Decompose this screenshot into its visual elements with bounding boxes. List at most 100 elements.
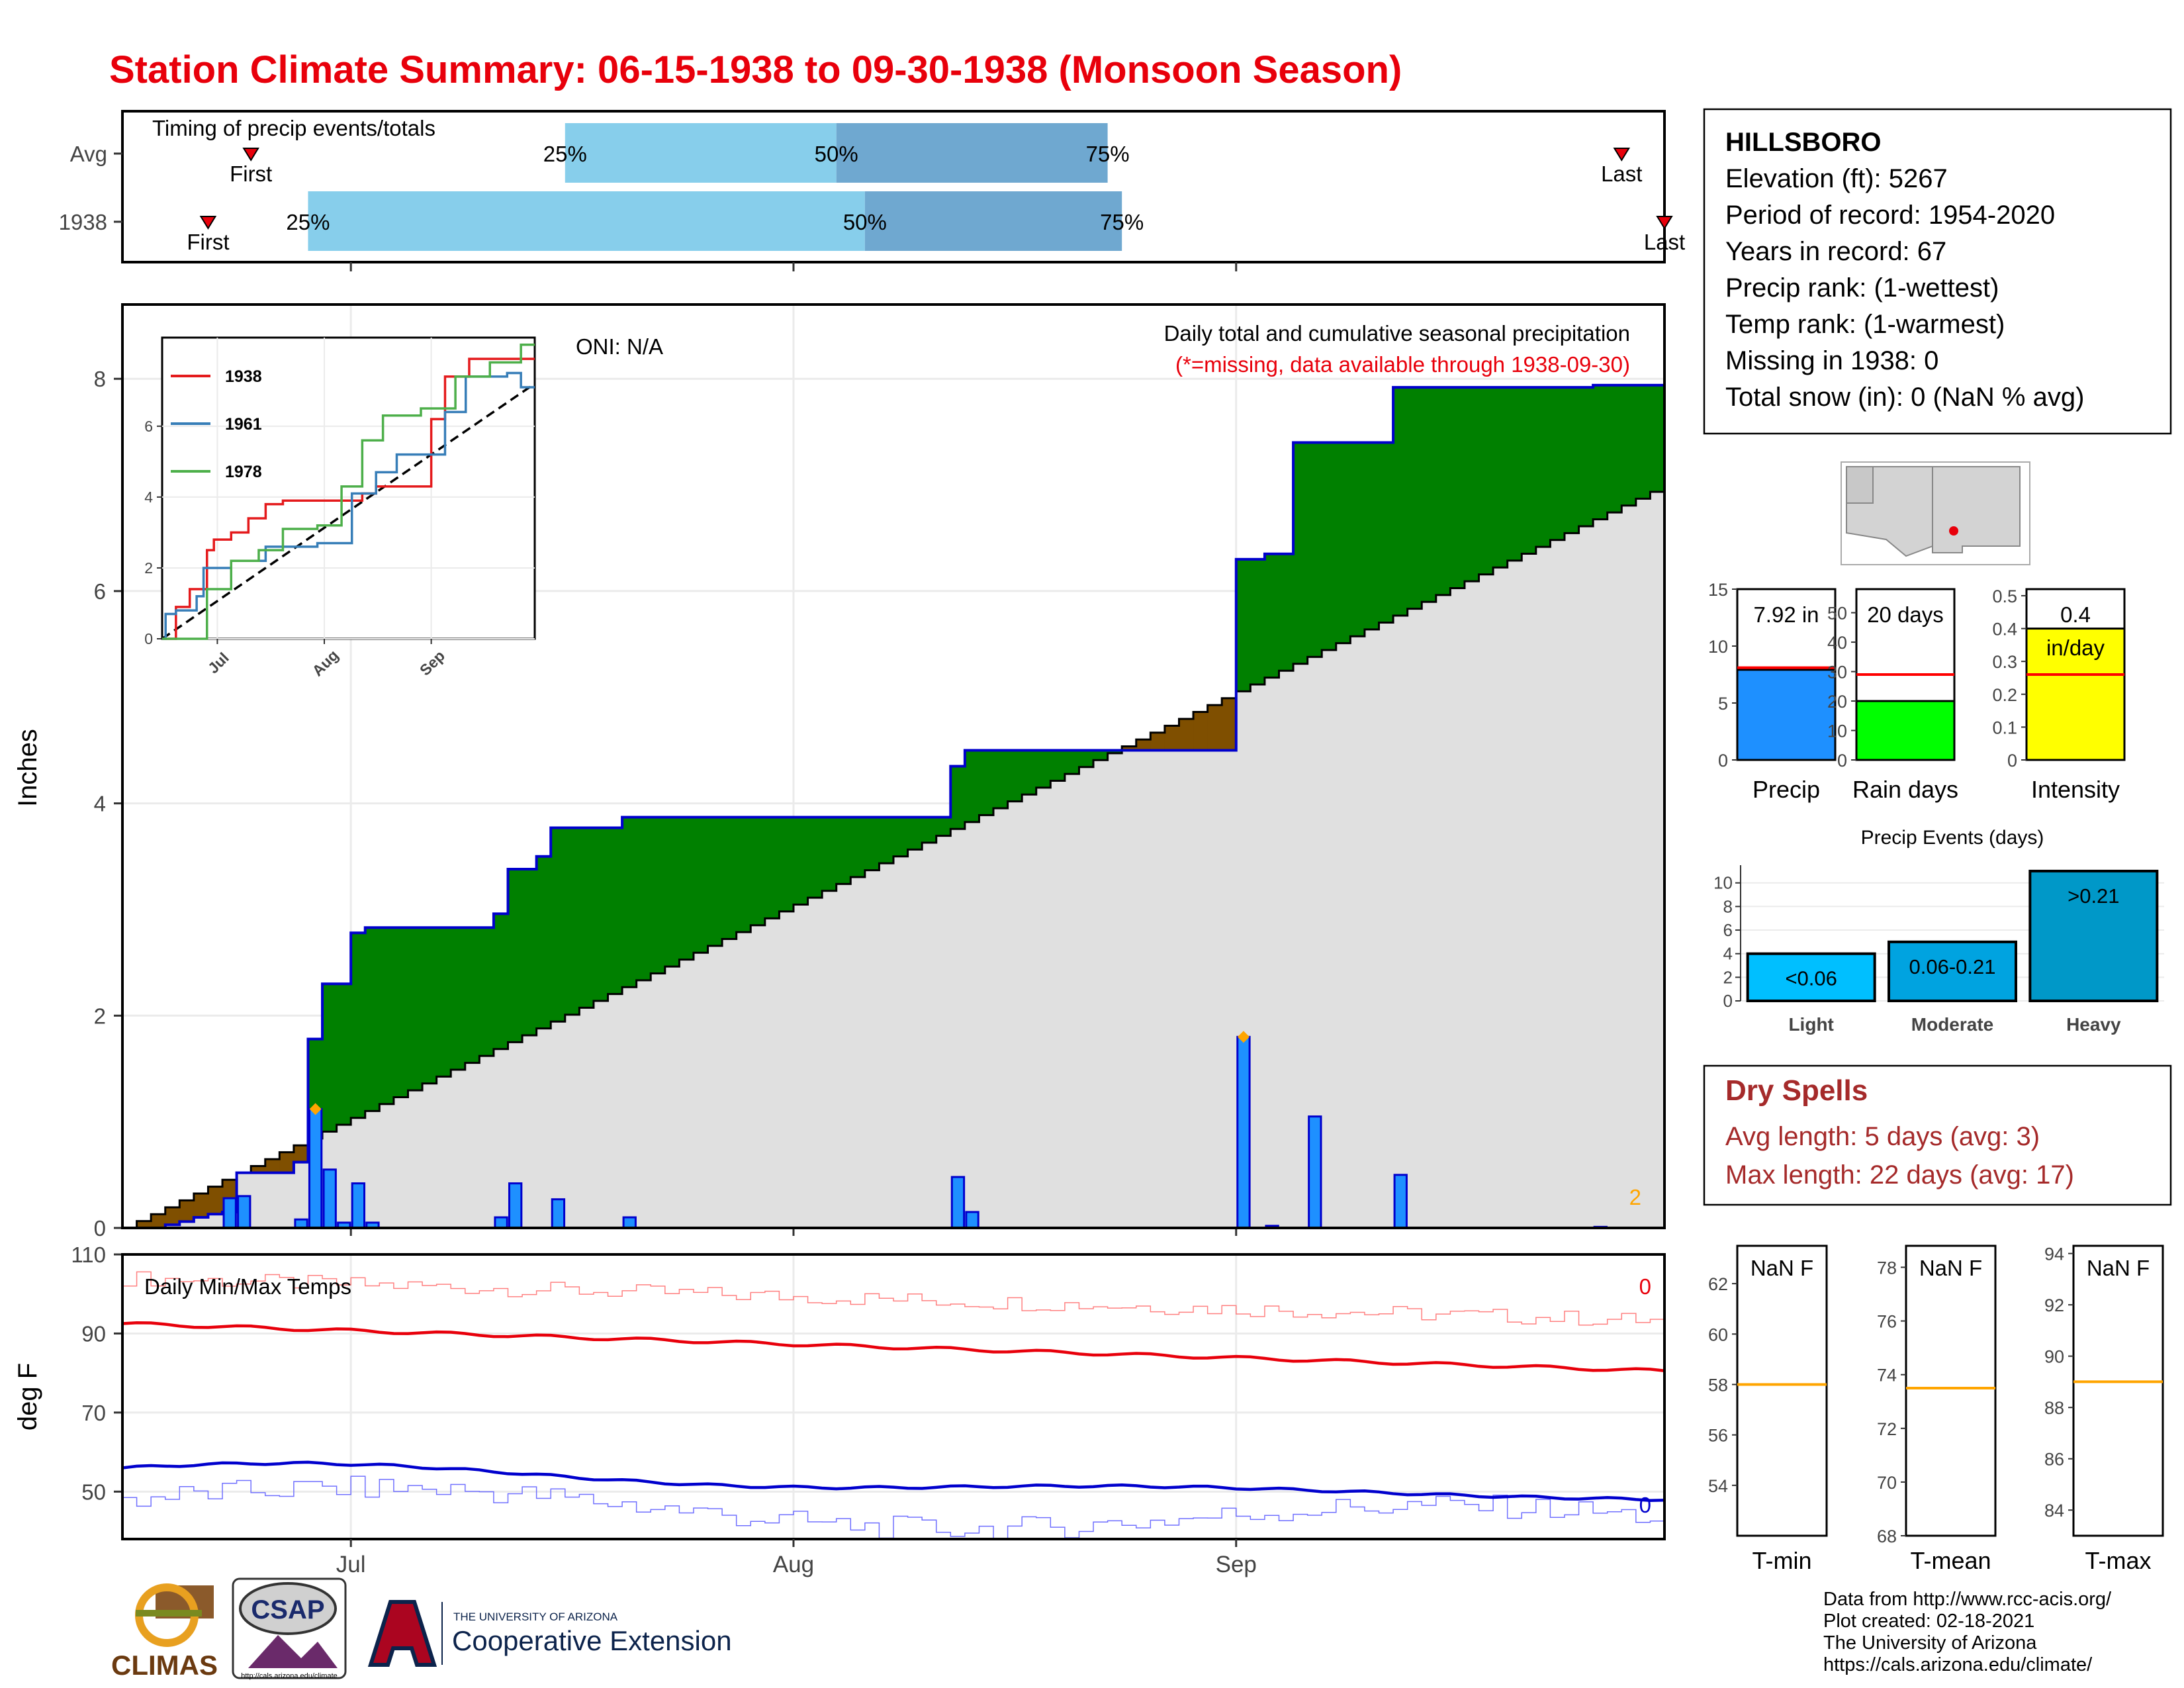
daily-precip-bar <box>508 1182 523 1229</box>
above-average-area <box>1264 553 1280 678</box>
timing-p25-label: 25% <box>543 142 587 166</box>
heavy-precip-marker <box>1237 1031 1250 1043</box>
temp-panel-frame <box>121 1253 1666 1540</box>
above-average-area <box>422 927 437 1084</box>
temp-gauge-category-label: T-mean <box>1910 1547 1991 1574</box>
temp-gauge-y-tick-label: 84 <box>2044 1501 2064 1521</box>
station-period: Period of record: 1954-2020 <box>1725 201 2056 230</box>
above-average-area <box>893 817 909 857</box>
station-info: HILLSBORO Elevation (ft): 5267 Period of… <box>1725 124 2162 416</box>
above-average-area <box>1650 385 1665 492</box>
temp-y-axis-label: deg F <box>13 1363 42 1430</box>
above-average-area <box>807 817 823 898</box>
above-average-area <box>1250 559 1265 684</box>
inset-series-1978 <box>162 343 535 640</box>
temp-gauge-y-tick-label: 72 <box>1877 1419 1897 1439</box>
daily-precip-bar <box>494 1216 508 1229</box>
timing-bar-50-75 <box>836 123 1108 183</box>
below-average-area <box>193 1194 209 1217</box>
events-bar-Moderate <box>1888 940 2017 1002</box>
page-title: Station Climate Summary: 06-15-1938 to 0… <box>109 48 1402 91</box>
timing-panel-title: Timing of precip events/totals <box>152 116 435 140</box>
timing-p75-label: 75% <box>1100 210 1144 234</box>
temp-gauge-y-tick-label: 56 <box>1708 1426 1728 1446</box>
temp-chart-title: Daily Min/Max Temps <box>144 1274 351 1299</box>
events-bar-label: 0.06-0.21 <box>1909 955 1996 978</box>
events-y-tick-label: 8 <box>1723 896 1733 916</box>
temp-gauge-value-label: NaN F <box>1751 1256 1813 1280</box>
temp-y-tick-label: 70 <box>81 1401 106 1425</box>
gauge-value-label: 20 days <box>1867 602 1944 627</box>
above-average-area <box>1279 553 1294 671</box>
daily-precip-bar <box>222 1197 237 1229</box>
events-y-tick-label: 0 <box>1723 991 1733 1011</box>
footer-url: https://cals.arizona.edu/climate/ <box>1823 1654 2093 1675</box>
gauge-y-tick-label: 50 <box>1827 604 1847 624</box>
cumulative-1938-line <box>122 383 1664 1229</box>
precip-chart-subtitle: (*=missing, data available through 1938-… <box>1175 352 1630 377</box>
events-bar-label: <0.06 <box>1785 967 1837 990</box>
above-average-area <box>1079 750 1094 767</box>
gauge-y-tick-label: 30 <box>1827 663 1847 682</box>
above-average-area <box>1564 387 1580 534</box>
above-average-area <box>693 817 709 953</box>
timing-bar-25-50 <box>565 123 837 183</box>
above-average-area <box>722 817 737 939</box>
above-average-area <box>950 766 966 829</box>
temp-gauge-y-tick-label: 62 <box>1708 1274 1728 1294</box>
station-snow: Total snow (in): 0 (NaN % avg) <box>1725 383 2085 412</box>
footer-plot-created: Plot created: 02-18-2021 <box>1823 1611 2034 1632</box>
climas-leaf-icon <box>136 1610 202 1617</box>
temp-gauge-frame <box>2072 1244 2164 1537</box>
above-average-area <box>1050 750 1066 781</box>
ua-logo-small-text: THE UNIVERSITY OF ARIZONA <box>453 1611 618 1623</box>
temp-gauge-y-tick-label: 86 <box>2044 1450 2064 1470</box>
above-average-area <box>864 817 880 870</box>
above-average-area <box>822 817 837 891</box>
gauge-y-tick-label: 0.1 <box>1992 718 2017 737</box>
gauge-y-tick-label: 10 <box>1827 722 1847 741</box>
avg-min-temp-line <box>122 1460 1665 1503</box>
above-average-area <box>351 933 366 1118</box>
ua-logo-big-text: Cooperative Extension <box>452 1625 732 1656</box>
timing-row-label: Avg <box>70 142 107 166</box>
above-average-area <box>636 817 651 980</box>
heavy-precip-marker <box>309 1103 322 1115</box>
daily-precip-bar <box>1393 1174 1408 1229</box>
station-location-dot <box>1949 526 1958 536</box>
station-precip-rank: Precip rank: (1-wettest) <box>1725 273 1999 303</box>
temp-gauge-y-tick-label: 68 <box>1877 1526 1897 1546</box>
daily-precip-bar <box>1236 1035 1251 1229</box>
below-average-area <box>165 1207 180 1225</box>
above-average-area <box>1022 750 1037 795</box>
footer-data-source: Data from http://www.rcc-acis.org/ <box>1823 1589 2112 1610</box>
station-missing: Missing in 1938: 0 <box>1725 346 1939 375</box>
below-average-area <box>265 1159 280 1173</box>
above-average-area <box>1422 387 1437 602</box>
temp-gauge-y-tick-label: 78 <box>1877 1258 1897 1278</box>
above-average-area <box>1479 387 1494 575</box>
events-chart-title: Precip Events (days) <box>1861 827 2044 849</box>
timing-row-label: 1938 <box>59 210 107 234</box>
last-event-marker <box>1613 148 1631 162</box>
inset-y-tick-label: 2 <box>144 559 153 577</box>
daily-precip-bar <box>965 1211 979 1229</box>
csap-logo: CSAP http://cals.arizona.edu/climate <box>232 1577 347 1680</box>
x-axis-month-label: Jul <box>336 1552 366 1577</box>
above-average-area <box>393 927 409 1098</box>
above-average-area <box>922 817 937 843</box>
new-mexico-shape <box>1932 466 2021 553</box>
temp-gauge-y-tick-label: 94 <box>2044 1244 2064 1264</box>
csap-logo-text: CSAP <box>251 1595 324 1624</box>
above-average-area <box>736 817 751 933</box>
above-average-area <box>479 927 494 1056</box>
above-average-area <box>1307 442 1322 657</box>
temp-gauge-y-tick-label: 54 <box>1708 1476 1728 1496</box>
timing-bar-25-50 <box>308 191 865 251</box>
daily-precip-bar <box>1308 1115 1322 1229</box>
climas-logo: CLIMAS <box>111 1583 218 1681</box>
precip-panel-frame <box>121 303 1666 1229</box>
above-average-area <box>551 827 566 1022</box>
max-temp-count: 0 <box>1639 1274 1651 1299</box>
temp-gauge-y-tick-label: 92 <box>2044 1295 2064 1315</box>
